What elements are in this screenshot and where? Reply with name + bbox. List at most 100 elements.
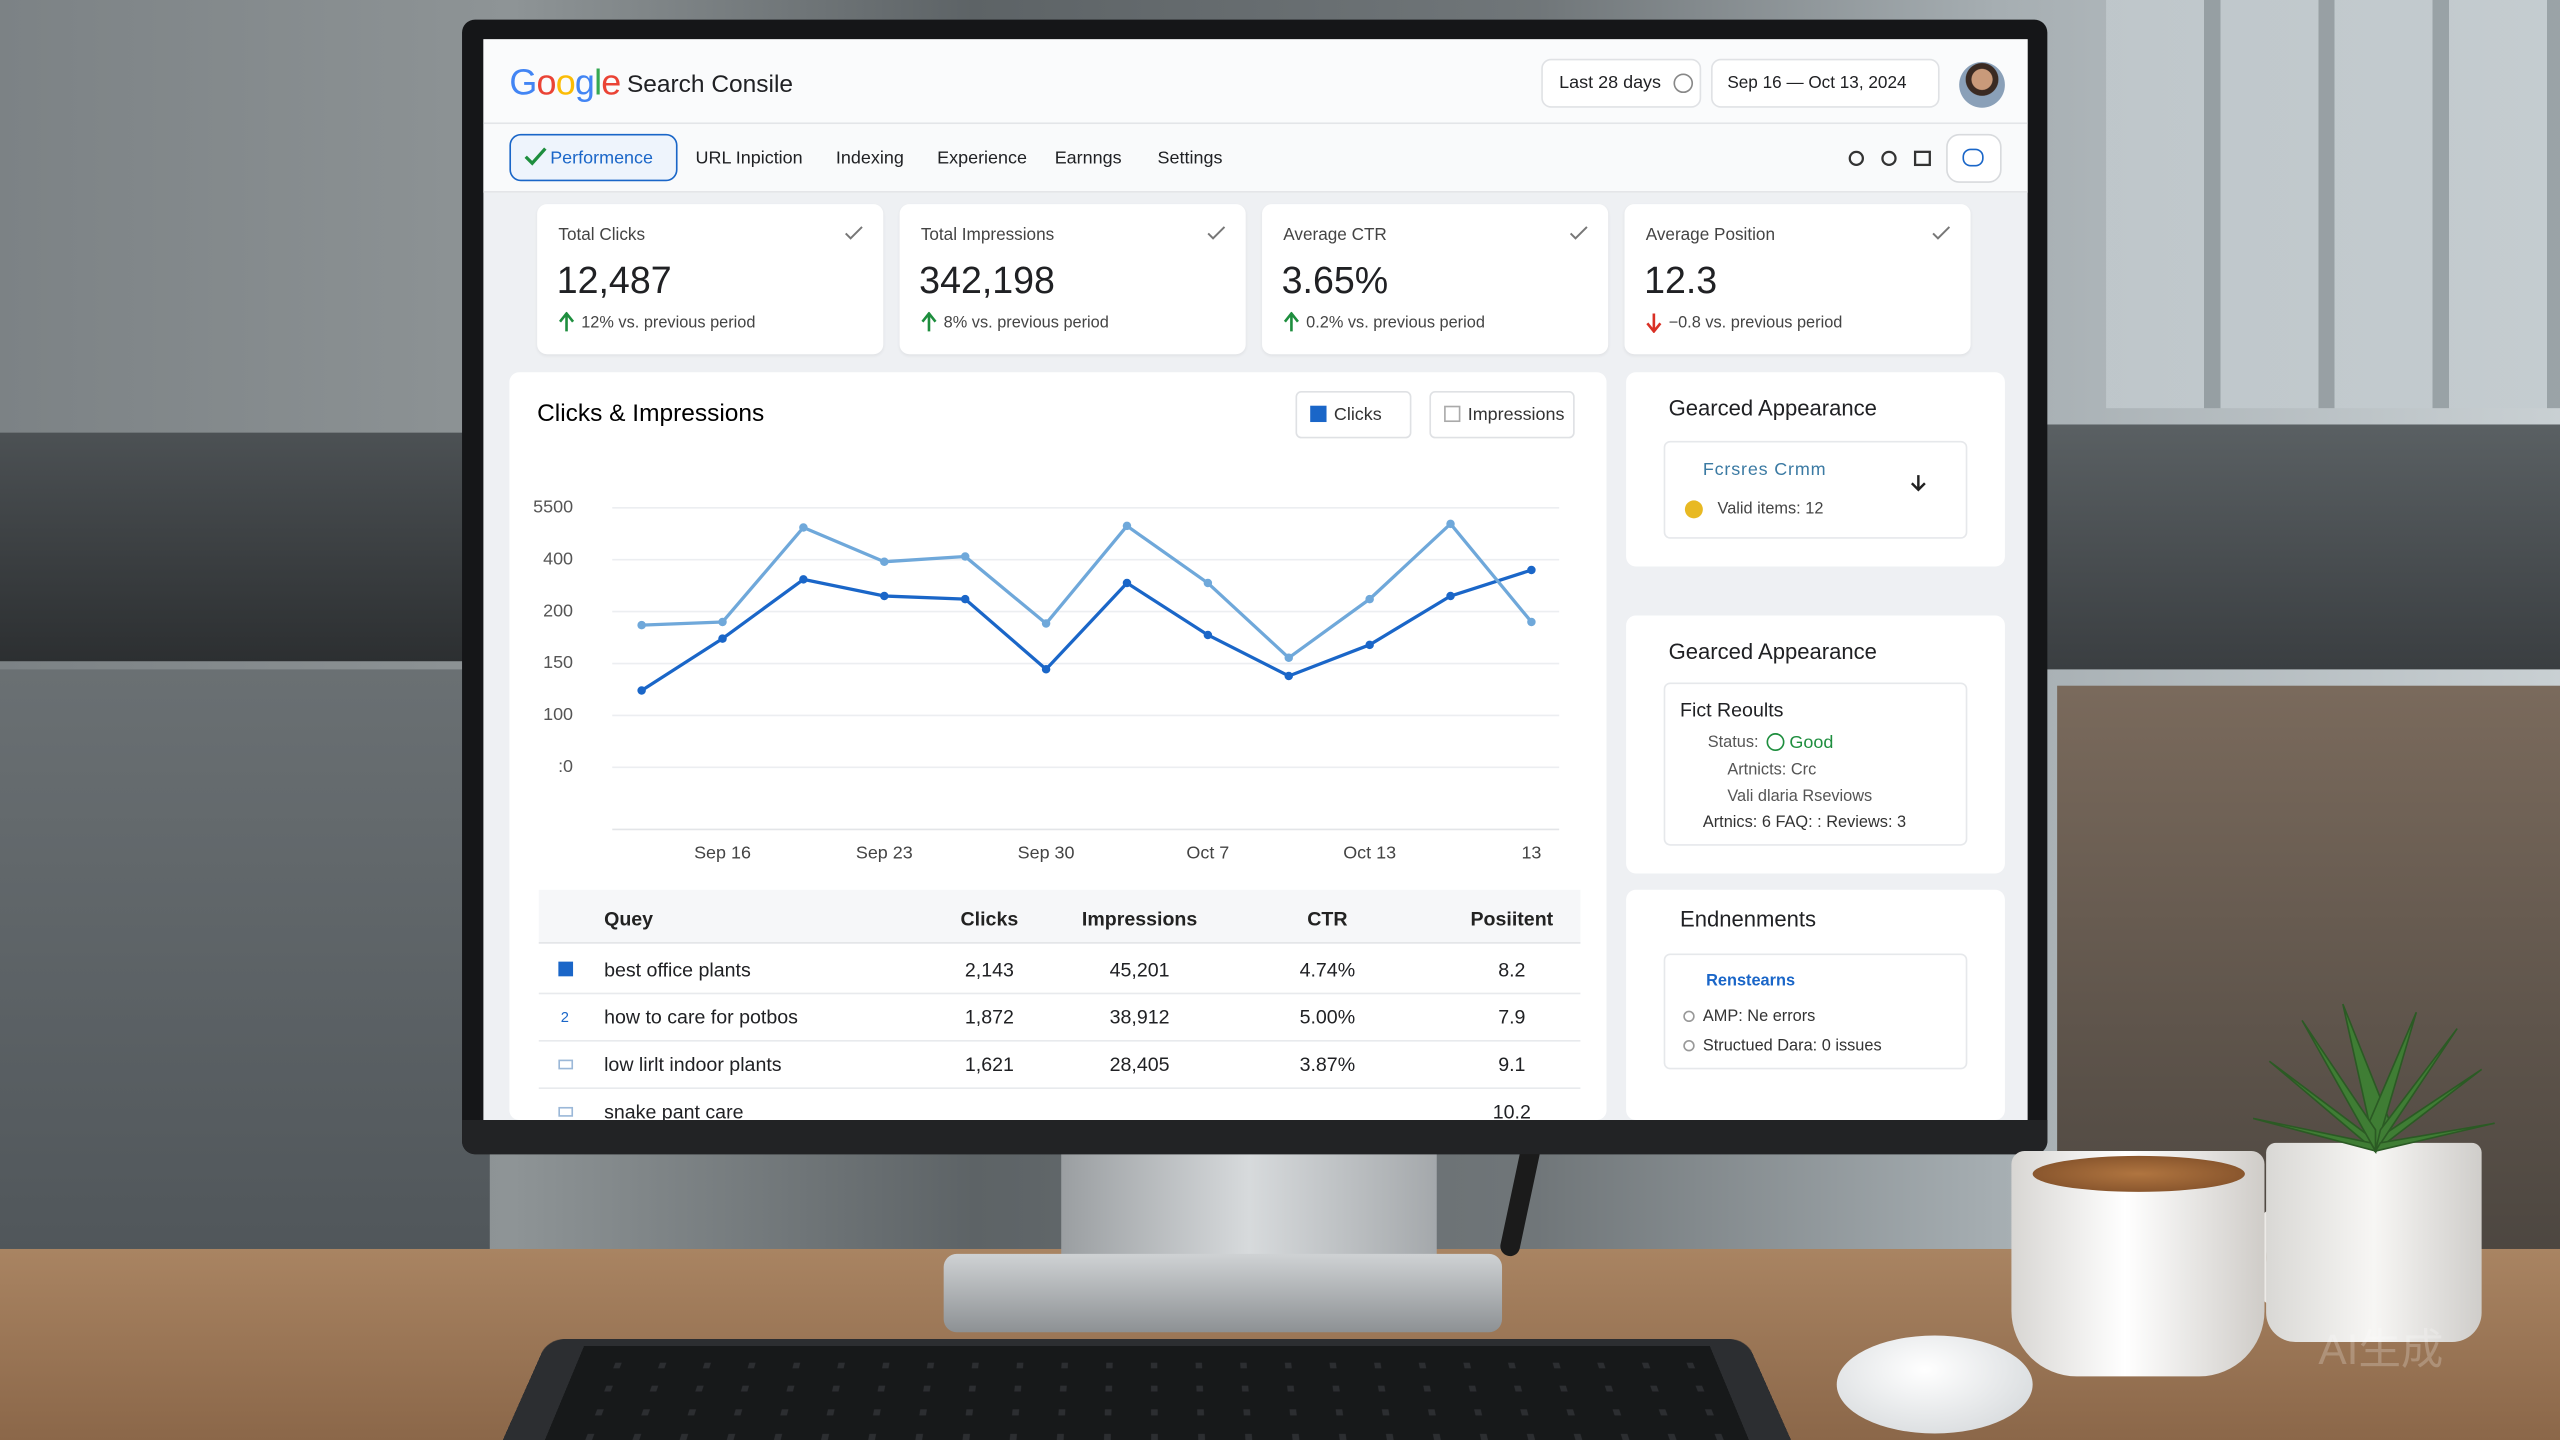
nav-tab[interactable]: Indexing <box>835 148 904 169</box>
data-point <box>718 634 727 643</box>
succulent <box>2253 1003 2495 1155</box>
panel-title: Gearced Appearance <box>1668 639 1877 664</box>
folder-icon[interactable] <box>1913 150 1931 167</box>
data-point <box>960 594 970 604</box>
metric-value: 342,198 <box>919 258 1055 302</box>
check <box>1207 226 1226 240</box>
nav-tab[interactable]: Performence <box>550 148 654 169</box>
data-point <box>1284 671 1293 681</box>
legend-label: Clicks <box>1334 404 1382 424</box>
date-range[interactable]: Last 28 days <box>1559 73 1662 94</box>
data-point <box>1122 578 1132 588</box>
data-point <box>1041 664 1051 674</box>
table-cell: best office plants <box>604 958 751 982</box>
y-tick-label: 100 <box>543 704 573 724</box>
trend-icon <box>558 311 575 332</box>
monitor-cable <box>1498 1142 1542 1258</box>
panel-title: Endnenments <box>1679 906 1817 932</box>
nav-tab[interactable]: Earnngs <box>1054 148 1122 169</box>
active-tab[interactable] <box>509 133 678 182</box>
panel-heading: Renstearns <box>1706 972 1796 991</box>
metric-change: 0.2% vs. previous period <box>1306 314 1485 333</box>
search-icon[interactable] <box>1848 150 1864 167</box>
x-tick-label: Oct 7 <box>1186 843 1229 863</box>
x-tick-label: Sep 16 <box>694 843 751 863</box>
check <box>845 226 863 240</box>
shelf-right <box>2040 424 2560 670</box>
metric-change: −0.8 vs. previous period <box>1668 314 1843 333</box>
line-chart: Clicks & Impressions 5500 400 200 150 100:0 Se… <box>533 391 1575 863</box>
logo: Google <box>509 62 621 103</box>
data-point <box>718 617 727 627</box>
mouse <box>1836 1335 2033 1434</box>
x-tick-label: 13 <box>1521 843 1541 863</box>
column-header: Posiitent <box>1470 907 1554 931</box>
metric-check[interactable] <box>1931 225 1951 241</box>
data-point <box>799 523 808 532</box>
panel-item: Valid items: 12 <box>1717 500 1824 519</box>
metric-check[interactable] <box>1569 225 1589 241</box>
panel-heading: Fict Reoults <box>1679 698 1784 722</box>
column-header: Clicks <box>960 907 1019 931</box>
data-point <box>960 552 970 561</box>
metric-check[interactable] <box>844 225 864 241</box>
bullet <box>1683 1039 1695 1052</box>
column-header: Impressions <box>1081 907 1198 931</box>
cabinet-left <box>0 669 490 1258</box>
legend-box[interactable] <box>1429 391 1575 439</box>
nav-tab[interactable]: Settings <box>1157 148 1223 169</box>
check <box>524 147 547 166</box>
toolbar-button[interactable] <box>1946 133 2002 183</box>
tab-bar <box>483 124 2028 193</box>
metric-card <box>899 204 1246 355</box>
metric-value: 12,487 <box>556 258 672 302</box>
data-point <box>1203 630 1213 640</box>
row-divider <box>538 1087 1581 1089</box>
table-cell: 1,621 <box>964 1053 1014 1076</box>
table-cell: snake pant care <box>604 1100 744 1124</box>
panel-line: Structued Dara: 0 issues <box>1702 1037 1882 1056</box>
nav-tab[interactable]: Experience <box>937 148 1028 169</box>
check <box>1932 226 1951 240</box>
data-point <box>1284 653 1293 663</box>
data-point <box>880 591 889 601</box>
table-cell: 2,143 <box>964 958 1014 982</box>
chart-card <box>509 372 1607 1120</box>
metric-card <box>1624 204 1971 355</box>
row-marker <box>558 1106 574 1117</box>
metric-check[interactable] <box>1207 225 1227 241</box>
table-cell: 1,872 <box>964 1005 1014 1029</box>
column-header: Quey <box>604 907 654 931</box>
trend-icon <box>1646 313 1662 334</box>
valid-icon: Valid items: 12 <box>1684 500 1703 519</box>
data-point <box>1446 519 1455 529</box>
arrow <box>558 311 575 332</box>
legend-box[interactable] <box>1295 391 1412 439</box>
data-point <box>880 557 889 566</box>
row-marker <box>558 1059 574 1070</box>
avatar[interactable] <box>1959 62 2005 108</box>
table-cell: 4.74% <box>1299 958 1356 982</box>
arrow <box>921 311 937 332</box>
date-pill[interactable] <box>1711 58 1940 108</box>
nav-tab[interactable]: URL Inpiction <box>695 148 803 169</box>
trend-icon <box>921 311 937 332</box>
metric-label: Average CTR <box>1283 225 1387 245</box>
metric-label: Total Impressions <box>920 225 1055 245</box>
data-point <box>799 575 808 584</box>
date-span[interactable]: Sep 16 — Oct 13, 2024 <box>1727 73 1907 94</box>
plant-pot <box>2266 1142 2482 1343</box>
help-icon[interactable] <box>1881 150 1897 167</box>
check <box>1569 226 1588 240</box>
toolbar-icons <box>1848 150 1931 167</box>
expand-arrow[interactable] <box>1909 473 1929 493</box>
keyboard-keys <box>540 1345 1754 1440</box>
y-tick-label: 200 <box>543 600 573 620</box>
window-right <box>2106 0 2560 409</box>
panel-box <box>1663 953 1968 1070</box>
metric-value: 12.3 <box>1644 258 1718 302</box>
row-marker <box>558 961 574 977</box>
metric-label: Average Position <box>1645 225 1776 245</box>
